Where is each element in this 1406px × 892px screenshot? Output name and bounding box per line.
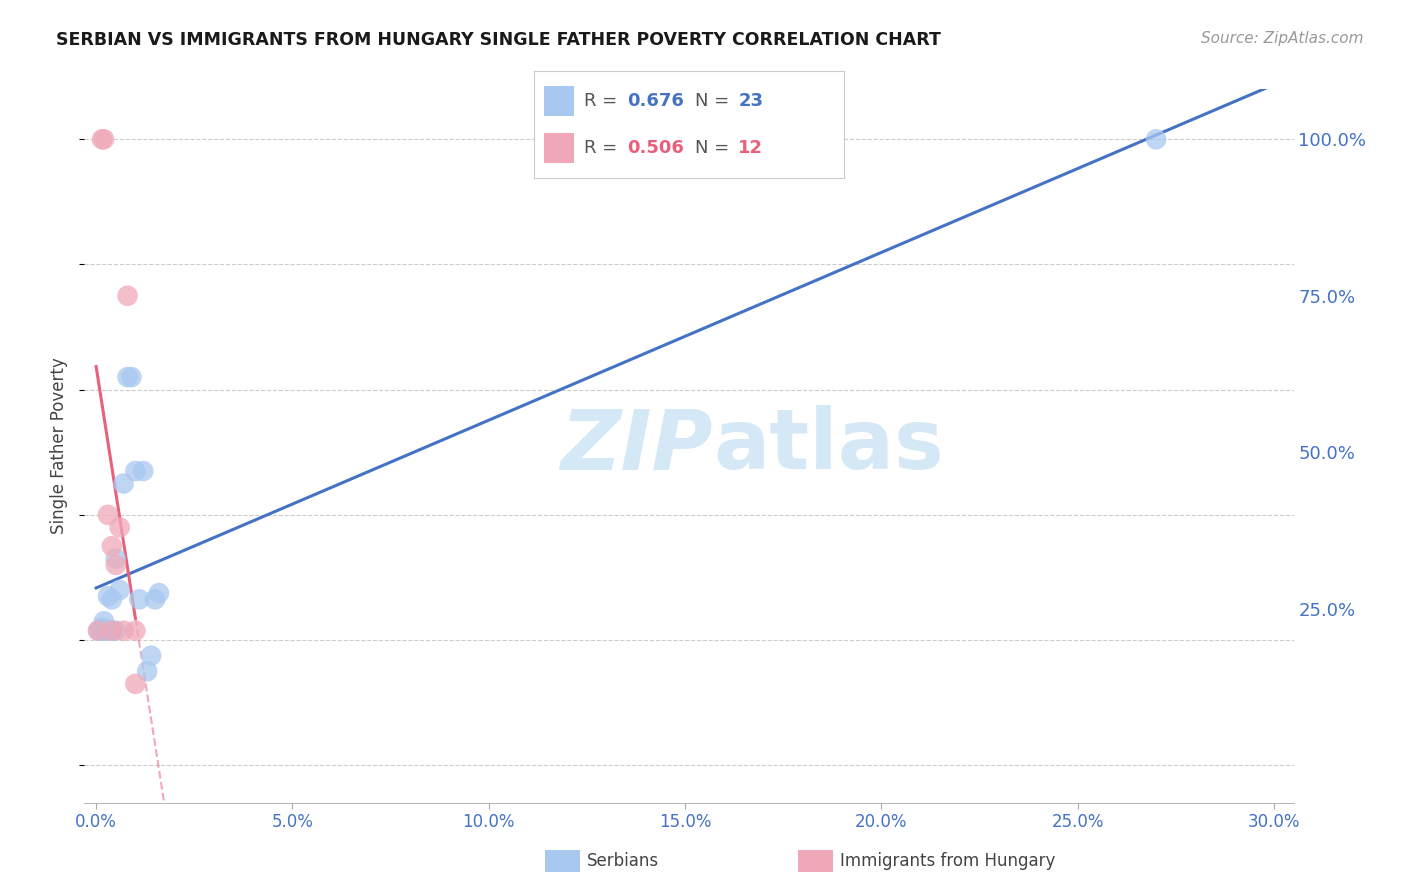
Point [93, 614, 115, 628]
Point [97, 508, 120, 522]
Point [132, 464, 155, 478]
Point [101, 624, 124, 638]
Text: Source: ZipAtlas.com: Source: ZipAtlas.com [1201, 31, 1364, 46]
Text: Serbians: Serbians [588, 852, 659, 870]
Text: N =: N = [695, 93, 735, 111]
Point [87, 624, 110, 638]
Point [104, 624, 127, 638]
Point [143, 592, 166, 607]
Text: ZIP: ZIP [561, 406, 713, 486]
Point [112, 624, 135, 638]
Point [104, 551, 127, 566]
Bar [544, 87, 575, 116]
Point [128, 592, 150, 607]
Bar [544, 134, 575, 163]
Point [101, 624, 124, 638]
Point [117, 370, 139, 384]
Point [97, 589, 120, 603]
Y-axis label: Single Father Poverty: Single Father Poverty [51, 358, 69, 534]
Text: SERBIAN VS IMMIGRANTS FROM HUNGARY SINGLE FATHER POVERTY CORRELATION CHART: SERBIAN VS IMMIGRANTS FROM HUNGARY SINGL… [56, 31, 941, 49]
Text: 0.676: 0.676 [627, 93, 683, 111]
Text: R =: R = [583, 93, 623, 111]
Point [148, 586, 170, 600]
Point [124, 677, 146, 691]
Text: Immigrants from Hungary: Immigrants from Hungary [839, 852, 1056, 870]
Point [108, 582, 131, 597]
Point [1144, 132, 1167, 146]
Point [101, 539, 124, 553]
Point [91, 621, 114, 635]
Point [139, 648, 162, 663]
Point [101, 592, 124, 607]
Text: 0.506: 0.506 [627, 139, 683, 157]
Text: N =: N = [695, 139, 735, 157]
Text: atlas: atlas [713, 406, 943, 486]
Point [93, 624, 115, 638]
Point [108, 520, 131, 534]
Point [136, 665, 159, 679]
Point [87, 624, 110, 638]
Point [97, 624, 120, 638]
Point [112, 476, 135, 491]
Point [124, 624, 146, 638]
Point [124, 464, 146, 478]
Text: R =: R = [583, 139, 623, 157]
Point [91, 132, 114, 146]
Point [93, 132, 115, 146]
Point [89, 624, 111, 638]
Text: 12: 12 [738, 139, 763, 157]
Point [104, 558, 127, 572]
Point [117, 289, 139, 303]
Point [121, 370, 143, 384]
Text: 23: 23 [738, 93, 763, 111]
